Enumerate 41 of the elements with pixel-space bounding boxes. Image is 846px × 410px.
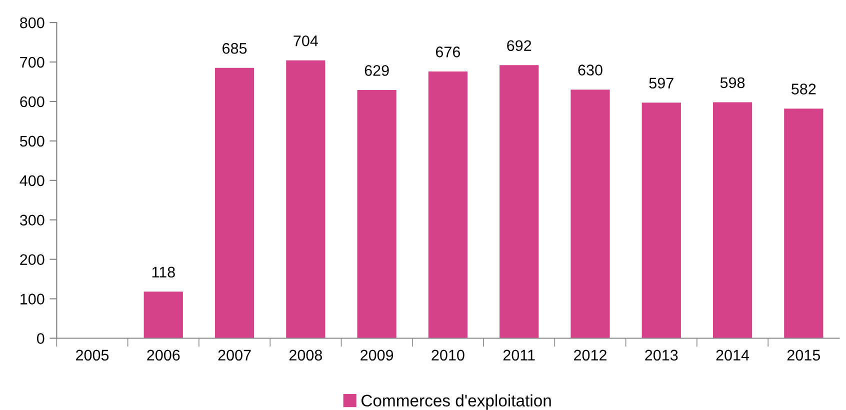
- data-label: 597: [649, 78, 674, 89]
- bar: [357, 90, 396, 338]
- x-tick-label: 2012: [574, 350, 606, 361]
- y-tick-label: 300: [20, 214, 44, 226]
- bar: [642, 102, 681, 338]
- x-tick-label: 2011: [503, 350, 535, 361]
- x-tick-label: 2005: [76, 350, 109, 361]
- y-tick-label: 0: [36, 333, 44, 344]
- data-label: 704: [294, 35, 318, 46]
- data-label: 676: [436, 46, 460, 58]
- y-tick-label: 400: [20, 175, 44, 186]
- bar: [144, 292, 183, 338]
- bar: [428, 71, 468, 338]
- y-tick-label: 700: [20, 56, 44, 68]
- bar: [712, 102, 752, 338]
- x-tick-label: 2010: [432, 350, 464, 361]
- x-tick-label: 2007: [218, 350, 251, 361]
- bar: [784, 108, 824, 338]
- x-tick-label: 2015: [787, 350, 820, 361]
- x-tick-label: 2006: [147, 350, 180, 361]
- legend-label: Commerces d'exploitation: [362, 394, 551, 410]
- bar: [570, 90, 610, 338]
- data-label: 598: [720, 77, 745, 88]
- y-tick-label: 800: [20, 17, 44, 28]
- x-tick-label: 2014: [716, 350, 750, 361]
- y-tick-label: 600: [20, 96, 44, 108]
- data-label: 118: [152, 266, 175, 278]
- y-tick-label: 100: [20, 294, 44, 304]
- x-tick-label: 2013: [645, 350, 678, 361]
- x-tick-label: 2009: [360, 350, 394, 361]
- y-tick-label: 200: [20, 254, 44, 266]
- data-label: 630: [578, 64, 602, 76]
- y-tick-label: 500: [20, 136, 44, 147]
- data-label: 685: [222, 42, 247, 54]
- bar: [500, 65, 539, 338]
- x-tick-label: 2008: [289, 350, 322, 361]
- data-label: 629: [364, 65, 389, 76]
- data-label: 582: [792, 84, 816, 94]
- data-label: 692: [507, 40, 532, 52]
- bar: [286, 60, 326, 338]
- bar: [214, 68, 254, 338]
